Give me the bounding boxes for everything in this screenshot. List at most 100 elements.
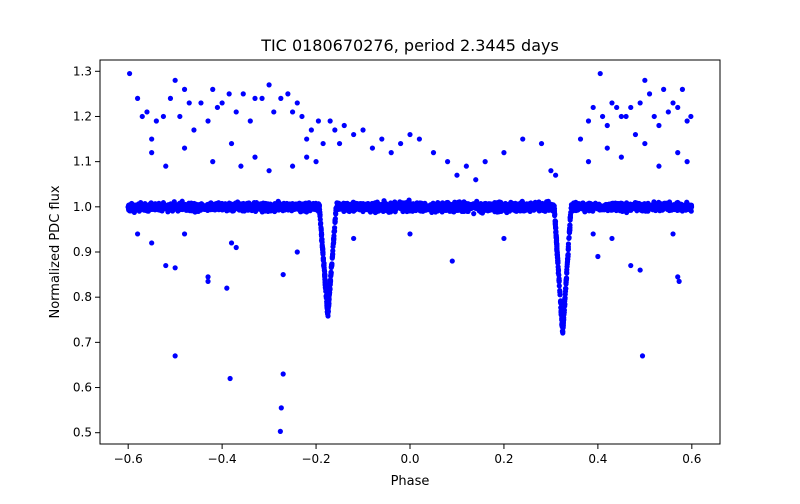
data-point [470, 204, 476, 210]
data-point [614, 104, 620, 111]
data-point [444, 202, 451, 209]
data-point [430, 150, 437, 156]
data-point [218, 205, 224, 211]
data-point [224, 285, 230, 291]
data-point [320, 257, 326, 263]
data-point [675, 274, 681, 280]
data-point [329, 261, 335, 267]
data-point [567, 217, 573, 223]
y-tick-label: 1.0 [73, 200, 92, 214]
data-point [555, 264, 561, 270]
data-point [665, 109, 671, 115]
data-point [172, 77, 178, 83]
data-point [321, 262, 327, 268]
data-point [341, 201, 347, 207]
data-points [125, 70, 695, 434]
data-point [474, 198, 480, 204]
data-point [360, 127, 366, 133]
data-point [562, 295, 568, 302]
data-point [598, 205, 604, 211]
data-point [135, 205, 141, 211]
data-point [205, 278, 211, 284]
data-point [322, 281, 328, 287]
data-point [555, 268, 562, 274]
x-tick-label: 0.2 [494, 452, 513, 466]
data-point [324, 307, 331, 313]
data-point [233, 109, 239, 115]
data-point [205, 274, 211, 280]
data-point [617, 204, 623, 210]
data-point [304, 136, 310, 142]
data-point [328, 270, 334, 276]
data-point [590, 231, 596, 237]
data-point [285, 91, 291, 97]
data-point [376, 204, 383, 210]
data-point [482, 159, 488, 165]
data-point [609, 235, 615, 242]
data-point [327, 118, 333, 124]
data-point [126, 70, 133, 77]
data-point [460, 202, 466, 208]
data-point [548, 168, 554, 174]
data-point [291, 204, 297, 210]
data-point [367, 209, 374, 215]
data-point [322, 276, 328, 282]
data-point [225, 204, 231, 210]
data-point [554, 243, 560, 249]
data-point [413, 207, 419, 214]
data-point [248, 207, 254, 213]
data-point [210, 159, 216, 165]
data-point [316, 207, 323, 213]
data-point [325, 311, 331, 317]
data-point [670, 100, 676, 106]
data-point [604, 122, 610, 129]
data-point [557, 299, 564, 305]
data-point [675, 104, 681, 111]
data-point [563, 277, 569, 284]
data-point [623, 113, 629, 120]
data-point [312, 205, 319, 212]
data-point [179, 198, 185, 204]
data-point [289, 109, 296, 115]
data-point [321, 267, 327, 273]
data-point [308, 127, 314, 133]
data-point [557, 289, 563, 295]
data-point [154, 203, 160, 210]
data-point [688, 204, 695, 210]
data-point [177, 113, 183, 120]
data-point [388, 150, 394, 156]
data-point [289, 163, 296, 169]
data-point [651, 202, 658, 208]
data-point [351, 131, 357, 138]
data-point [484, 206, 490, 212]
data-point [172, 265, 178, 271]
y-axis-ticks: 0.5 0.6 0.7 0.8 0.9 1.0 1.1 1.2 1.3 [73, 64, 100, 440]
data-point [646, 91, 653, 97]
data-point [320, 140, 326, 147]
data-point [180, 205, 186, 211]
data-point [435, 208, 441, 214]
data-point [554, 248, 560, 254]
data-point [398, 140, 404, 147]
data-point [471, 211, 477, 217]
data-point [684, 118, 690, 124]
data-point [497, 200, 503, 206]
data-point [567, 212, 574, 218]
data-point [566, 228, 573, 234]
data-point [304, 154, 310, 160]
data-point [560, 328, 566, 334]
data-point [238, 163, 244, 169]
data-point [247, 118, 253, 124]
data-point [675, 150, 681, 156]
data-point [376, 208, 382, 214]
data-point [618, 113, 624, 120]
data-point [140, 204, 146, 210]
data-point [333, 207, 339, 213]
data-point [128, 202, 134, 208]
data-point [618, 154, 624, 160]
data-point [307, 208, 313, 214]
data-point [172, 203, 178, 209]
data-point [597, 70, 603, 77]
